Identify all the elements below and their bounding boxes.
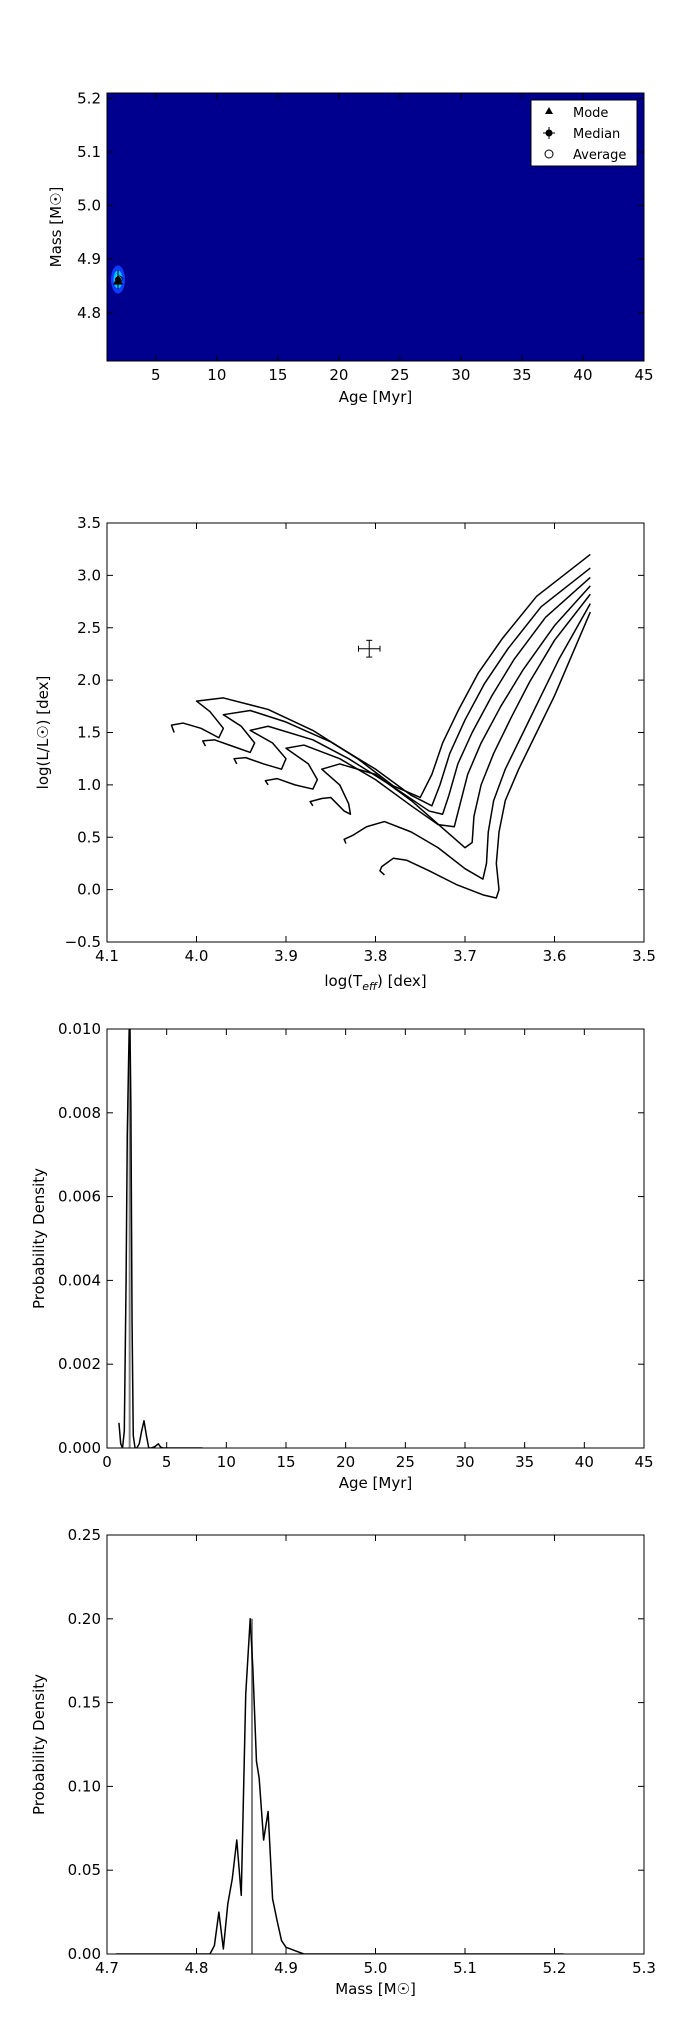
x-tick-label: 30 bbox=[451, 366, 470, 384]
legend-mode-symbol bbox=[545, 107, 553, 114]
axes-frame bbox=[106, 522, 645, 943]
plot-area bbox=[118, 1029, 203, 1448]
x-tick-label: 5 bbox=[151, 366, 161, 384]
y-tick-label: 0.000 bbox=[58, 1439, 101, 1457]
age-pdf-panel bbox=[118, 1029, 203, 1448]
hr-panel bbox=[170, 553, 591, 899]
y-tick-label: −0.5 bbox=[65, 933, 101, 951]
y-tick-label: 1.0 bbox=[77, 776, 101, 794]
x-tick-label: 3.9 bbox=[274, 947, 298, 965]
y-tick-label: 0.0 bbox=[77, 881, 101, 899]
pdf-line bbox=[118, 1029, 203, 1448]
y-axis-label: Mass [M☉] bbox=[47, 187, 65, 268]
y-tick-label: 0.006 bbox=[58, 1188, 101, 1206]
x-tick-label: 10 bbox=[207, 366, 226, 384]
y-tick-label: 0.008 bbox=[58, 1104, 101, 1122]
y-tick-label: 4.8 bbox=[77, 304, 101, 322]
isochrone-line bbox=[170, 553, 591, 799]
y-tick-label: 2.5 bbox=[77, 619, 101, 637]
legend-median-symbol bbox=[545, 129, 553, 137]
x-axis-label-part: log(T bbox=[324, 972, 363, 990]
axes-frame bbox=[106, 1534, 645, 1955]
axes-frame bbox=[106, 92, 645, 362]
pdf-line bbox=[115, 1618, 564, 1954]
x-tick-label: 4.1 bbox=[95, 947, 119, 965]
isochrone-line bbox=[202, 567, 591, 807]
mass-pdf-panel bbox=[115, 1618, 564, 1954]
x-tick-label: 3.5 bbox=[632, 947, 656, 965]
x-tick-label: 4.0 bbox=[185, 947, 209, 965]
x-tick-label: 35 bbox=[512, 366, 531, 384]
x-tick-label: 35 bbox=[515, 1453, 534, 1471]
x-tick-label: 5.0 bbox=[364, 1959, 388, 1977]
y-tick-label: 3.0 bbox=[77, 566, 101, 584]
y-tick-label: 0.25 bbox=[68, 1526, 101, 1544]
y-axis-label: Probability Density bbox=[30, 1674, 48, 1815]
y-tick-label: 5.1 bbox=[77, 143, 101, 161]
x-tick-label: 0 bbox=[102, 1453, 112, 1471]
x-axis-label: Age [Myr] bbox=[339, 1474, 412, 1492]
x-axis-label: log(Teff) [dex] bbox=[324, 972, 426, 993]
y-tick-label: 2.0 bbox=[77, 671, 101, 689]
y-tick-label: 0.5 bbox=[77, 828, 101, 846]
x-tick-label: 4.7 bbox=[95, 1959, 119, 1977]
x-tick-label: 15 bbox=[276, 1453, 295, 1471]
y-tick-label: 0.20 bbox=[68, 1610, 101, 1628]
x-tick-label: 20 bbox=[336, 1453, 355, 1471]
isochrone-line bbox=[343, 603, 591, 880]
y-axis-label: Probability Density bbox=[30, 1168, 48, 1309]
x-tick-label: 25 bbox=[396, 1453, 415, 1471]
x-tick-label: 15 bbox=[268, 366, 287, 384]
average-marker bbox=[115, 275, 123, 283]
x-tick-label: 3.6 bbox=[543, 947, 567, 965]
isochrone-line bbox=[309, 593, 591, 849]
legend-entry: Median bbox=[573, 127, 620, 142]
x-tick-label: 4.8 bbox=[185, 1959, 209, 1977]
x-axis-label-subscript: eff bbox=[362, 980, 378, 993]
x-tick-label: 40 bbox=[575, 1453, 594, 1471]
y-tick-label: 0.05 bbox=[68, 1861, 101, 1879]
y-tick-label: 0.15 bbox=[68, 1694, 101, 1712]
y-tick-label: 0.004 bbox=[58, 1271, 101, 1289]
x-axis-label: Age [Myr] bbox=[339, 388, 412, 406]
legend: Mode Median Average bbox=[530, 99, 638, 167]
x-tick-label: 5.2 bbox=[543, 1959, 567, 1977]
x-tick-label: 40 bbox=[573, 366, 592, 384]
x-tick-label: 3.7 bbox=[453, 947, 477, 965]
axes-frame bbox=[106, 1028, 645, 1449]
legend-average-symbol bbox=[544, 149, 554, 159]
x-tick-label: 10 bbox=[217, 1453, 236, 1471]
plot-area bbox=[115, 1618, 564, 1954]
y-tick-label: 0.10 bbox=[68, 1777, 101, 1795]
y-tick-label: 4.9 bbox=[77, 250, 101, 268]
y-tick-label: 0.010 bbox=[58, 1020, 101, 1038]
x-tick-label: 30 bbox=[455, 1453, 474, 1471]
x-axis-label: Mass [M☉] bbox=[335, 1980, 416, 1998]
legend-entry: Average bbox=[573, 148, 626, 163]
x-tick-label: 3.8 bbox=[364, 947, 388, 965]
x-tick-label: 5.3 bbox=[632, 1959, 656, 1977]
y-axis-label: log(L/L☉) [dex] bbox=[34, 676, 52, 790]
isochrone-line bbox=[264, 585, 591, 828]
x-tick-label: 25 bbox=[390, 366, 409, 384]
x-tick-label: 5 bbox=[162, 1453, 172, 1471]
y-tick-label: 5.2 bbox=[77, 89, 101, 107]
y-tick-label: 0.00 bbox=[68, 1945, 101, 1963]
y-tick-label: 3.5 bbox=[77, 514, 101, 532]
y-tick-label: 1.5 bbox=[77, 724, 101, 742]
y-tick-label: 5.0 bbox=[77, 197, 101, 215]
x-tick-label: 45 bbox=[634, 1453, 653, 1471]
x-tick-label: 5.1 bbox=[453, 1959, 477, 1977]
legend-entry: Mode bbox=[573, 106, 608, 121]
x-axis-label-part: ) [dex] bbox=[377, 972, 427, 990]
x-tick-label: 45 bbox=[634, 366, 653, 384]
y-tick-label: 0.002 bbox=[58, 1355, 101, 1373]
isochrone-line bbox=[379, 611, 591, 899]
x-tick-label: 20 bbox=[329, 366, 348, 384]
x-tick-label: 4.9 bbox=[274, 1959, 298, 1977]
isochrone-line bbox=[233, 576, 591, 815]
